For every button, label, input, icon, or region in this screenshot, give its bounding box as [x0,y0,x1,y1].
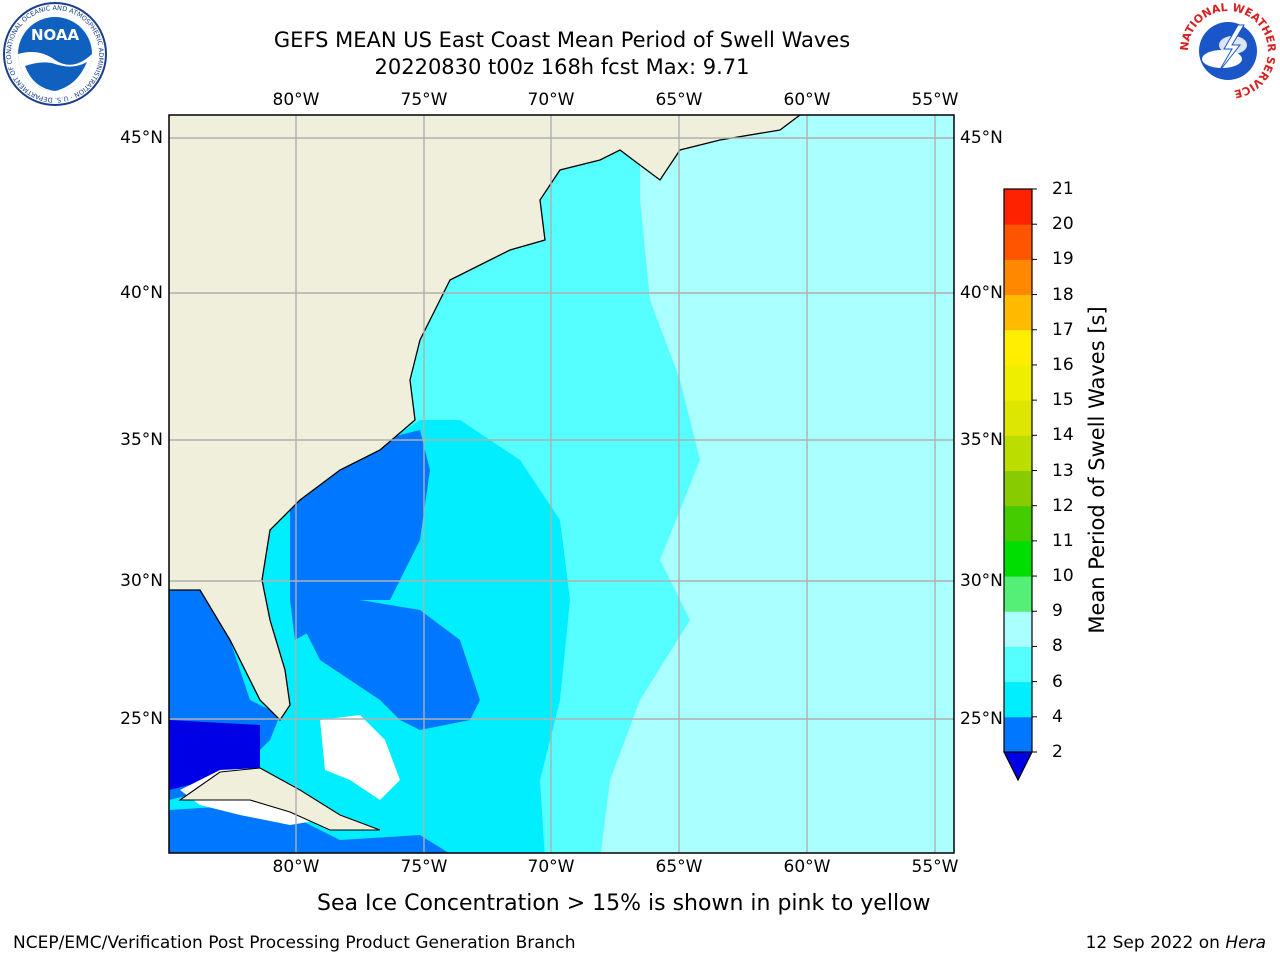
lat-label-right: 40°N [960,283,1003,303]
colorbar-segment [1004,435,1032,471]
lat-label-left: 40°N [120,283,163,303]
svg-text:NOAA: NOAA [31,26,80,44]
colorbar-tick-label: 18 [1052,284,1074,305]
colorbar-tick-label: 8 [1052,636,1063,657]
lon-label-top: 70°W [527,90,575,110]
colorbar-segment [1004,540,1032,577]
lon-label-bottom: 80°W [272,857,320,877]
footer-date: 12 Sep 2022 on Hera [1086,933,1266,953]
lat-label-right: 45°N [960,128,1003,148]
sea-ice-caption: Sea Ice Concentration > 15% is shown in … [317,891,931,916]
colorbar-tick-label: 21 [1052,179,1074,199]
colorbar-tick-label: 16 [1052,354,1074,375]
colorbar-segment [1004,470,1032,507]
colorbar-segment [1004,646,1032,683]
colorbar-tick-label: 6 [1052,671,1063,692]
graticule [169,115,954,853]
lat-label-left: 35°N [120,430,163,450]
colorbar-segment [1004,364,1032,401]
lon-label-bottom: 65°W [655,857,703,877]
map-frame [168,114,955,854]
colorbar-tick-label: 13 [1052,460,1074,481]
colorbar-tick-label: 2 [1052,742,1063,762]
lon-label-bottom: 55°W [911,857,959,877]
nws-logo: NATIONAL WEATHER SERVICE [1178,1,1278,100]
colorbar-tick-label: 14 [1052,425,1074,446]
colorbar-segment [1004,329,1032,366]
colorbar-segment [1004,400,1032,436]
lat-label-left: 30°N [120,571,163,591]
lon-label-top: 60°W [783,90,831,110]
noaa-logo: NATIONAL OCEANIC AND ATMOSPHERIC ADMINIS… [3,2,107,106]
colorbar-segment [1004,224,1032,260]
colorbar-segment [1004,505,1032,542]
colorbar-segment [1004,189,1032,225]
lon-label-top: 65°W [655,90,703,110]
lat-label-right: 35°N [960,430,1003,450]
colorbar-tick-label: 9 [1052,601,1063,622]
colorbar-segment [1004,576,1032,612]
colorbar-tick-label: 11 [1052,530,1074,551]
lat-label-left: 25°N [120,709,163,729]
lon-label-top: 80°W [272,90,320,110]
colorbar-tick-label: 15 [1052,390,1074,411]
colorbar-extend-arrow [1003,751,1033,782]
lon-label-top: 75°W [400,90,448,110]
lon-label-bottom: 75°W [400,857,448,877]
map-subtitle: 20220830 t00z 168h fcst Max: 9.71 [374,55,750,79]
footer-date-text: 12 Sep 2022 on [1085,933,1226,953]
footer-credit: NCEP/EMC/Verification Post Processing Pr… [13,933,576,953]
map-field [169,115,954,853]
lat-label-left: 45°N [120,128,163,148]
colorbar-tick-label: 17 [1052,319,1074,340]
lat-label-right: 30°N [960,571,1003,591]
map-title: GEFS MEAN US East Coast Mean Period of S… [273,28,851,52]
colorbar [1003,188,1037,782]
lon-label-bottom: 70°W [527,857,575,877]
colorbar-segment [1004,611,1032,647]
colorbar-tick-label: 19 [1052,249,1074,270]
colorbar-tick-label: 4 [1052,706,1063,727]
colorbar-label: Mean Period of Swell Waves [s] [1085,306,1109,634]
colorbar-segment [1004,294,1032,331]
lon-label-bottom: 60°W [783,857,831,877]
footer-host: Hera [1225,933,1266,953]
lon-label-top: 55°W [911,90,959,110]
colorbar-segment [1004,681,1032,718]
lat-label-right: 25°N [960,709,1003,729]
colorbar-tick-label: 20 [1052,214,1074,235]
colorbar-tick-label: 12 [1052,495,1074,516]
colorbar-segment [1004,259,1032,296]
colorbar-tick-label: 10 [1052,566,1074,587]
colorbar-segment [1004,716,1032,753]
